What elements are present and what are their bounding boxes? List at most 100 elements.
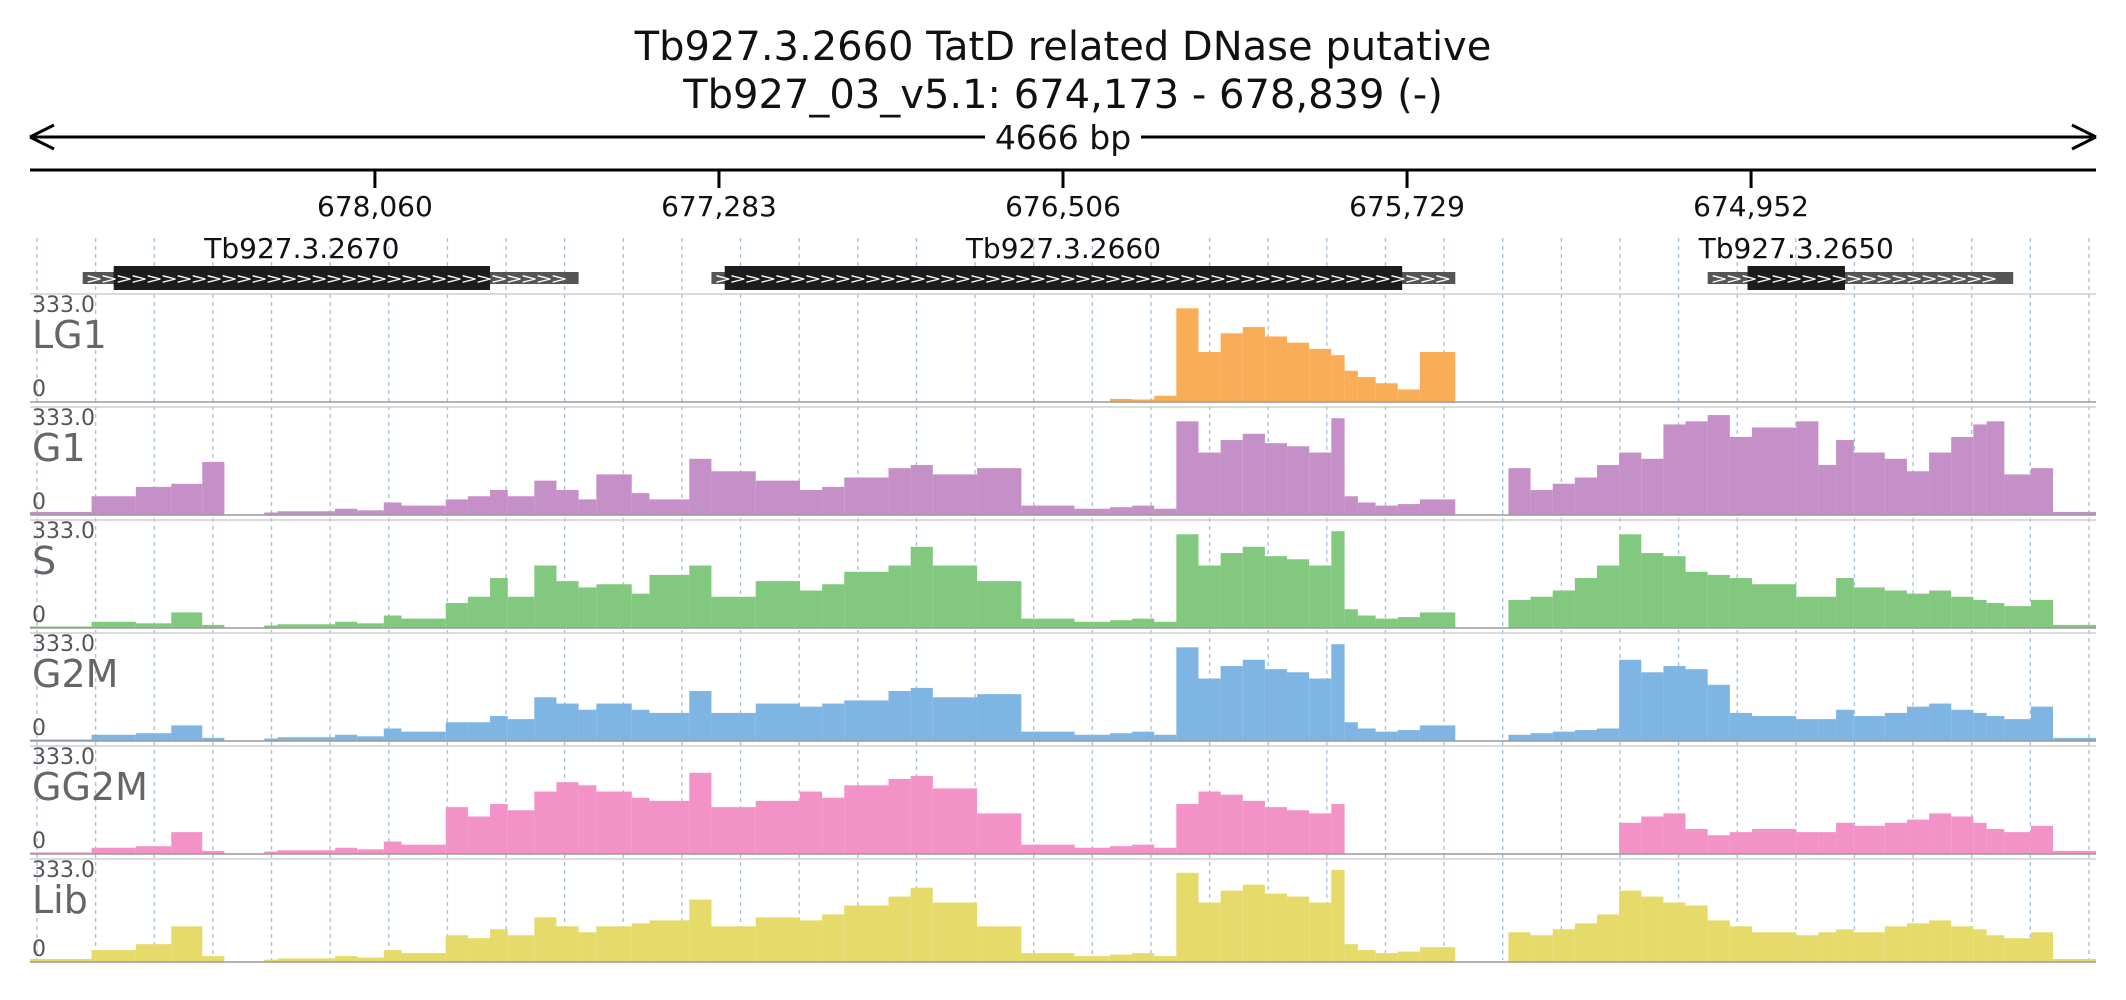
coverage-bar — [1021, 618, 1075, 628]
coverage-bar — [2053, 511, 2096, 515]
coverage-bar — [1906, 923, 1930, 962]
coverage-bar — [631, 493, 650, 515]
coverage-bar — [1357, 502, 1376, 515]
coverage-bar — [1796, 832, 1819, 854]
coverage-bar — [1707, 835, 1730, 854]
track-name: Lib — [32, 878, 88, 922]
coverage-bar — [711, 596, 756, 628]
coverage-bar — [264, 512, 278, 515]
coverage-bar — [1530, 490, 1553, 515]
coverage-bar — [1357, 377, 1376, 402]
coverage-bar — [335, 621, 358, 628]
coverage-bar — [1264, 669, 1288, 741]
coverage-bar — [467, 722, 491, 741]
coverage-bar — [1132, 731, 1155, 741]
coverage-bar — [1344, 722, 1358, 741]
coverage-bar — [335, 847, 358, 854]
track-zero-label: 0 — [32, 829, 46, 854]
coverage-bar — [1220, 890, 1243, 962]
coverage-bar — [490, 490, 508, 515]
coverage-bar — [1264, 556, 1288, 628]
coverage-bar — [490, 929, 508, 962]
coverage-bar — [844, 905, 889, 962]
coverage-bar — [578, 499, 597, 515]
coverage-bar — [977, 926, 1022, 962]
coverage-bar — [1344, 609, 1358, 628]
coverage-bar — [1663, 902, 1686, 962]
coverage-bar — [844, 700, 889, 741]
coverage-bar — [1836, 929, 1854, 962]
coverage-bar — [578, 587, 597, 628]
coverage-bar — [649, 800, 690, 854]
coverage-bar — [1021, 953, 1075, 962]
coverage-bar — [135, 486, 172, 515]
coverage-bar — [1109, 733, 1133, 741]
coverage-bar — [1508, 468, 1531, 515]
coverage-bar — [1331, 418, 1345, 515]
coverage-bar — [1109, 507, 1133, 515]
coverage-bar — [1818, 596, 1837, 628]
coverage-bar — [1154, 395, 1177, 402]
coverage-bar — [1796, 935, 1819, 962]
coverage-bar — [1641, 672, 1664, 741]
coverage-bar — [277, 850, 336, 854]
coverage-bar — [1929, 452, 1952, 515]
coverage-bar — [1242, 659, 1265, 741]
gene-cds — [724, 266, 1403, 290]
coverage-bar — [1707, 684, 1730, 741]
coverage-bar — [1729, 578, 1752, 628]
coverage-bar — [1707, 574, 1730, 628]
gene-strand-chevrons: >>>>>>>>>>>>>>>>>>>>>>>>>>>>>>>>>>>>>>>>… — [715, 269, 1450, 288]
coverage-bar — [1508, 932, 1531, 962]
coverage-bar — [689, 458, 712, 515]
coverage-bar — [1596, 465, 1620, 515]
coverage-bar — [1419, 499, 1456, 515]
coverage-bar — [888, 468, 911, 515]
coverage-bar — [264, 625, 278, 628]
coverage-bar — [1154, 508, 1177, 515]
coverage-bar — [1751, 716, 1797, 741]
coverage-bar — [1929, 703, 1952, 741]
coverage-bar — [1574, 578, 1597, 628]
coverage-bar — [1951, 596, 1974, 628]
coverage-bar — [1154, 956, 1177, 962]
coverage-bar — [534, 917, 557, 962]
coverage-bar — [1685, 421, 1708, 515]
coverage-bar — [1906, 706, 1930, 741]
coverage-bar — [1021, 505, 1075, 515]
coverage-bar — [1906, 471, 1930, 515]
coverage-bar — [1220, 666, 1243, 741]
coverage-bar — [1331, 869, 1345, 962]
coverage-bar — [445, 807, 468, 854]
coverage-bar — [2030, 599, 2054, 628]
coverage-bar — [822, 797, 845, 854]
coverage-bar — [1729, 926, 1752, 962]
coverage-bar — [1986, 716, 2005, 741]
coverage-bar — [277, 624, 336, 628]
coverage-bar — [1530, 596, 1553, 628]
coverage-bar — [1951, 436, 1974, 515]
coverage-bar — [91, 847, 136, 854]
coverage-bar — [711, 712, 756, 741]
coverage-bar — [1619, 659, 1642, 741]
coverage-bar — [1176, 308, 1199, 402]
coverage-bar — [1729, 436, 1752, 515]
coverage-bar — [578, 785, 597, 854]
coverage-bar — [1309, 565, 1332, 628]
coverage-bar — [1530, 935, 1553, 962]
coverage-bar — [507, 719, 535, 741]
coverage-bar — [202, 624, 225, 628]
coverage-bar — [91, 621, 136, 628]
coverage-bar — [755, 703, 800, 741]
span-ruler: 4666 bp — [29, 118, 2097, 157]
coverage-bar — [1357, 615, 1376, 628]
coverage-bar — [649, 712, 690, 741]
coverage-bar — [1853, 452, 1885, 515]
coverage-bar — [1154, 734, 1177, 741]
coverage-bar — [1619, 890, 1642, 962]
coverage-bar — [1242, 433, 1265, 515]
track-name: S — [32, 539, 56, 583]
coverage-bar — [1751, 932, 1797, 962]
coverage-bar — [799, 791, 823, 854]
